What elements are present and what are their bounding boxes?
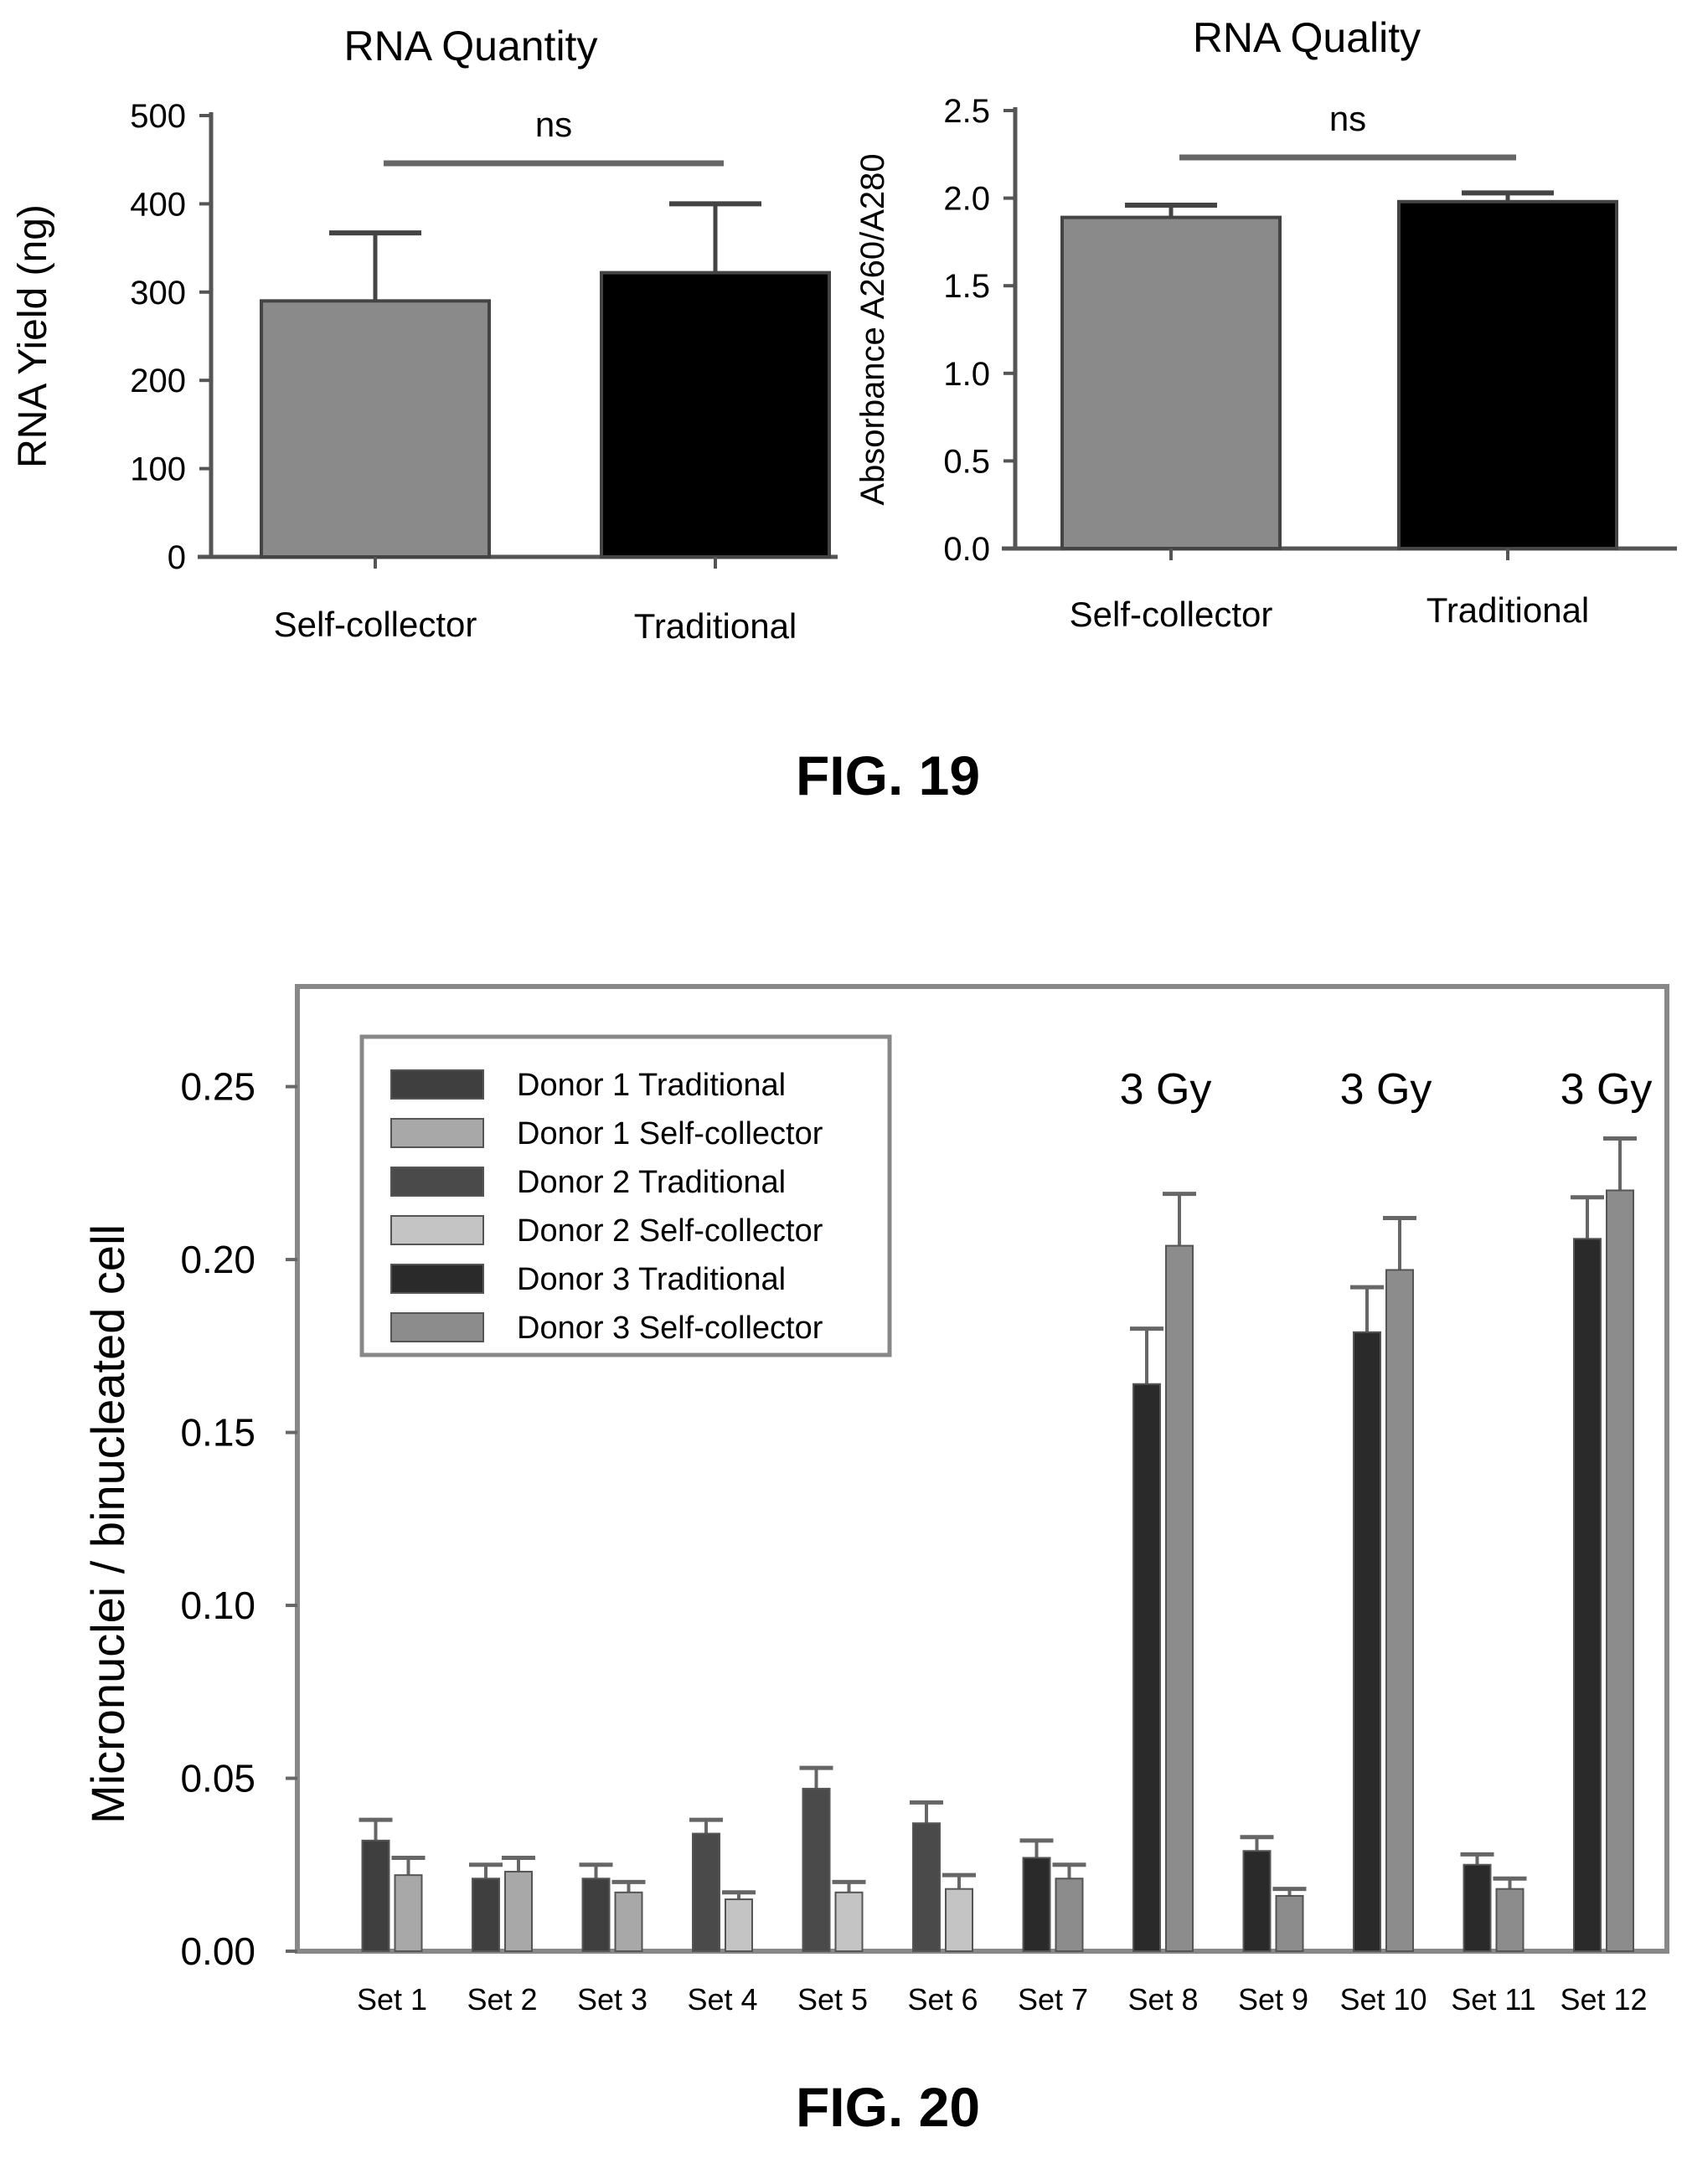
bar [1022,1857,1051,1952]
y-tick-label: 2.0 [943,181,990,218]
bar [692,1832,720,1953]
legend-swatch [390,1312,484,1342]
legend-label: Donor 3 Traditional [517,1262,786,1297]
bar [834,1891,864,1952]
y-tick-label: 0.15 [180,1411,255,1455]
bar [1463,1863,1492,1953]
bar [260,299,491,559]
bar [1165,1244,1194,1952]
bar [1397,199,1618,550]
legend-swatch [390,1264,484,1294]
y-tick-label: 1.5 [943,268,990,305]
bar [1132,1383,1161,1953]
bar [472,1878,500,1953]
y-tick-label: 200 [130,363,186,399]
rna-quantity-chart: RNA Quantity 0 100 200 300 400 500 RNA Yield (n… [11,23,838,646]
dose-annotation: 3 Gy [1561,1065,1653,1114]
bar [1055,1878,1084,1953]
y-tick-label: 0 [168,539,186,576]
legend-label: Donor 2 Traditional [517,1165,786,1200]
chart-title: RNA Quality [1193,14,1421,61]
x-tick-label: Set 4 [687,1982,757,2017]
bar [1385,1269,1414,1952]
dose-annotation: 3 Gy [1120,1065,1212,1114]
plot-frame [295,984,1669,1954]
x-tick-label: Set 7 [1018,1982,1088,2017]
y-tick-label: 1.0 [943,356,990,393]
bar [912,1822,941,1953]
x-tick-label: Self-collector [1070,595,1273,634]
y-tick-label: 0.05 [180,1757,255,1800]
x-tick-label: Set 1 [357,1982,427,2017]
micronuclei-chart: 0.00 0.05 0.10 0.15 0.20 0.25 Micronuclei / bi… [81,984,1669,2017]
legend-label: Donor 1 Self-collector [517,1116,823,1151]
bar [1573,1238,1602,1952]
bar [802,1787,831,1952]
significance-label: ns [535,105,572,144]
y-tick-label: 0.20 [180,1238,255,1281]
y-axis-label: Micronuclei / binucleated cell [81,1224,134,1824]
bar [725,1898,753,1952]
y-tick-label: 0.25 [180,1065,255,1109]
rna-quality-chart: RNA Quality 0.0 0.5 1.0 1.5 2.0 2.5 Absorbance … [854,14,1677,634]
x-tick-label: Set 2 [467,1982,537,2017]
x-tick-label: Set 6 [907,1982,978,2017]
y-tick-label: 100 [130,451,186,488]
legend-swatch [390,1167,484,1197]
x-tick-label: Set 11 [1451,1982,1535,2017]
bar [600,270,831,559]
legend-label: Donor 3 Self-collector [517,1311,823,1346]
significance-label: ns [1329,99,1366,138]
legend-label: Donor 2 Self-collector [517,1213,823,1249]
figure-20-caption: FIG. 20 [795,2076,981,2138]
x-tick-label: Set 12 [1560,1982,1647,2017]
x-tick-label: Set 5 [797,1982,868,2017]
y-tick-label: 0.00 [180,1929,255,1973]
bar [504,1871,533,1953]
bar [1242,1850,1272,1952]
bar [1353,1331,1381,1952]
bar [945,1888,973,1952]
y-tick-label: 2.5 [943,93,990,130]
legend-label: Donor 1 Traditional [517,1068,786,1103]
bar [581,1878,611,1953]
bar [1495,1888,1524,1952]
x-tick-label: Traditional [634,606,797,646]
y-tick-label: 0.5 [943,443,990,480]
bar [1606,1189,1634,1952]
x-tick-label: Set 9 [1238,1982,1308,2017]
y-axis-label: Absorbance A260/A280 [854,153,891,505]
bar [614,1891,643,1952]
y-tick-label: 0.10 [180,1584,255,1627]
x-tick-label: Traditional [1426,590,1590,630]
y-axis-label: RNA Yield (ng) [11,204,55,468]
bar [1275,1894,1304,1952]
chart-title: RNA Quantity [344,23,598,70]
bar [361,1839,390,1952]
legend-swatch [390,1118,484,1148]
legend-swatch [390,1069,484,1100]
y-tick-label: 400 [130,186,186,223]
x-tick-label: Set 10 [1339,1982,1426,2017]
legend-swatch [390,1215,484,1245]
x-tick-label: Self-collector [274,605,477,644]
y-tick-label: 500 [130,98,186,135]
bar [394,1874,423,1953]
x-tick-label: Set 8 [1127,1982,1198,2017]
y-tick-label: 0.0 [943,531,990,568]
dose-annotation: 3 Gy [1340,1065,1432,1114]
y-tick-label: 300 [130,275,186,312]
figure-19-caption: FIG. 19 [795,744,981,806]
x-tick-label: Set 3 [577,1982,647,2017]
bar [1060,215,1282,550]
